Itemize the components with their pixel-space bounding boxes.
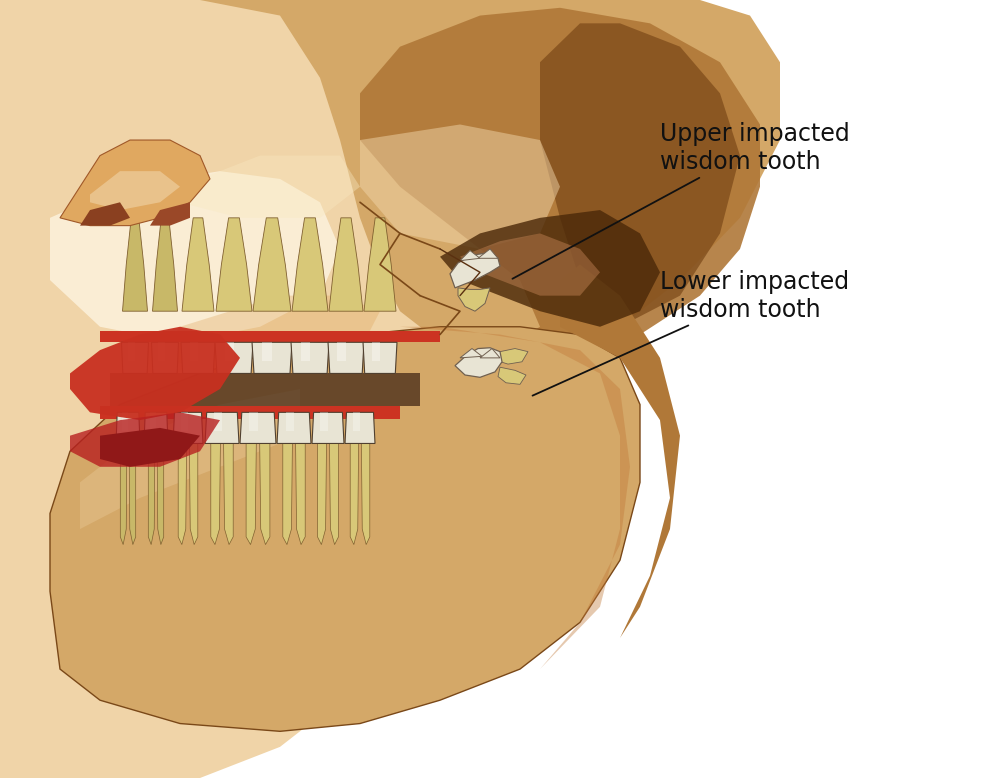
Polygon shape xyxy=(318,443,326,545)
Text: Lower impacted
wisdom tooth: Lower impacted wisdom tooth xyxy=(533,270,849,396)
Polygon shape xyxy=(189,443,198,545)
Polygon shape xyxy=(252,342,292,373)
Polygon shape xyxy=(0,0,560,778)
Polygon shape xyxy=(329,218,363,311)
Polygon shape xyxy=(253,218,291,311)
Polygon shape xyxy=(50,327,640,731)
Polygon shape xyxy=(190,342,198,361)
Polygon shape xyxy=(460,251,480,261)
Polygon shape xyxy=(360,8,760,350)
Polygon shape xyxy=(224,443,233,545)
Polygon shape xyxy=(478,249,498,258)
Polygon shape xyxy=(216,218,252,311)
Polygon shape xyxy=(100,428,200,467)
Polygon shape xyxy=(560,265,680,638)
Polygon shape xyxy=(498,349,528,364)
Polygon shape xyxy=(80,389,300,529)
Polygon shape xyxy=(455,348,502,377)
Polygon shape xyxy=(128,342,135,361)
Polygon shape xyxy=(246,443,256,545)
Polygon shape xyxy=(215,342,253,373)
Polygon shape xyxy=(291,342,329,373)
Polygon shape xyxy=(122,412,128,431)
Polygon shape xyxy=(460,349,482,358)
Polygon shape xyxy=(224,342,234,361)
Polygon shape xyxy=(328,342,364,373)
Polygon shape xyxy=(363,342,397,373)
Polygon shape xyxy=(181,342,215,373)
Polygon shape xyxy=(158,342,165,361)
Polygon shape xyxy=(296,443,305,545)
Polygon shape xyxy=(260,443,270,545)
Polygon shape xyxy=(129,443,136,545)
Polygon shape xyxy=(157,443,164,545)
Polygon shape xyxy=(262,342,272,361)
Polygon shape xyxy=(180,156,360,218)
Polygon shape xyxy=(283,443,292,545)
Polygon shape xyxy=(148,443,155,545)
Polygon shape xyxy=(152,218,178,311)
Polygon shape xyxy=(150,202,190,226)
Polygon shape xyxy=(498,367,526,384)
Polygon shape xyxy=(361,443,370,545)
Polygon shape xyxy=(211,443,220,545)
Polygon shape xyxy=(450,253,500,288)
Polygon shape xyxy=(292,218,328,311)
Polygon shape xyxy=(352,412,360,431)
Polygon shape xyxy=(116,412,140,443)
Polygon shape xyxy=(360,124,560,249)
Polygon shape xyxy=(458,288,490,311)
Polygon shape xyxy=(120,443,127,545)
Polygon shape xyxy=(60,140,210,226)
Polygon shape xyxy=(152,342,179,373)
Polygon shape xyxy=(205,412,239,443)
Polygon shape xyxy=(70,412,220,467)
Polygon shape xyxy=(277,412,311,443)
Polygon shape xyxy=(80,202,130,226)
Polygon shape xyxy=(372,342,380,361)
Polygon shape xyxy=(160,296,380,373)
Polygon shape xyxy=(337,342,346,361)
Text: Upper impacted
wisdom tooth: Upper impacted wisdom tooth xyxy=(512,122,850,279)
Polygon shape xyxy=(182,218,214,311)
Polygon shape xyxy=(200,0,780,358)
Polygon shape xyxy=(240,412,276,443)
Polygon shape xyxy=(460,233,600,296)
Polygon shape xyxy=(286,412,294,431)
Polygon shape xyxy=(100,406,400,419)
Polygon shape xyxy=(330,443,338,545)
Polygon shape xyxy=(440,210,660,327)
Polygon shape xyxy=(50,171,340,342)
Polygon shape xyxy=(400,327,630,669)
Polygon shape xyxy=(173,412,203,443)
Polygon shape xyxy=(312,412,344,443)
Polygon shape xyxy=(144,412,168,443)
Polygon shape xyxy=(100,331,440,342)
Polygon shape xyxy=(123,218,148,311)
Polygon shape xyxy=(90,171,180,210)
Polygon shape xyxy=(345,412,375,443)
Polygon shape xyxy=(214,412,222,431)
Polygon shape xyxy=(150,412,156,431)
Polygon shape xyxy=(350,443,359,545)
Polygon shape xyxy=(480,349,500,358)
Polygon shape xyxy=(122,342,149,373)
Polygon shape xyxy=(70,327,240,420)
Polygon shape xyxy=(180,412,188,431)
Polygon shape xyxy=(110,373,420,406)
Polygon shape xyxy=(320,412,328,431)
Polygon shape xyxy=(364,218,396,311)
Polygon shape xyxy=(178,443,187,545)
Polygon shape xyxy=(540,23,740,327)
Polygon shape xyxy=(249,412,258,431)
Polygon shape xyxy=(300,342,310,361)
